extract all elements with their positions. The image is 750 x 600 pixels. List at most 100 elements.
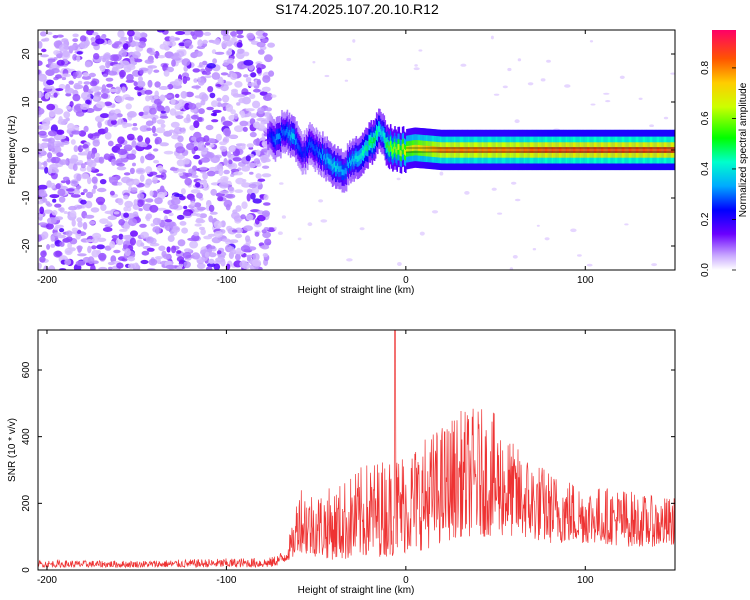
ridge-cell (470, 147, 473, 153)
noise-cell (235, 233, 242, 239)
noise-cell (174, 104, 184, 110)
noise-cell (228, 159, 233, 165)
noise-cell (231, 248, 237, 255)
noise-cell (517, 58, 522, 62)
noise-cell (264, 54, 273, 63)
x-tick-label: 100 (577, 575, 594, 586)
noise-cell (249, 171, 254, 175)
noise-cell (103, 153, 111, 160)
noise-cell (165, 264, 176, 270)
ridge-cell (662, 147, 664, 153)
noise-cell (100, 93, 109, 99)
noise-cell (65, 188, 75, 192)
ridge-cell (449, 147, 451, 153)
noise-cell (61, 76, 67, 81)
noise-cell (116, 113, 123, 118)
noise-cell (160, 123, 166, 128)
colorbar-label: Normalized spectral amplitude (738, 82, 749, 217)
ridge-cell (288, 129, 291, 136)
ridge-cell (272, 136, 275, 142)
ridge-cell (509, 147, 511, 153)
noise-cell (624, 223, 629, 226)
ridge-cell (524, 147, 527, 153)
noise-cell (104, 101, 113, 107)
noise-cell (123, 212, 129, 218)
noise-cell (249, 93, 256, 100)
noise-cell (178, 172, 184, 177)
noise-cell (229, 239, 239, 244)
ridge-cell (325, 158, 327, 165)
ridge-cell (458, 147, 461, 153)
noise-cell (239, 260, 248, 269)
ridge-cell (651, 147, 654, 153)
noise-cell (148, 258, 158, 266)
noise-cell (97, 121, 102, 129)
ridge-cell (380, 129, 382, 135)
ridge-cell (521, 147, 523, 153)
ridge-cell (409, 145, 411, 152)
noise-cell (142, 113, 149, 120)
noise-cell (77, 253, 87, 257)
noise-cell (68, 80, 74, 85)
noise-cell (175, 115, 184, 120)
ridge-cell (577, 147, 579, 153)
ridge-cell (621, 147, 623, 153)
snr-y-ticks: 0 200 400 600 (21, 361, 675, 573)
noise-cell (235, 253, 241, 261)
noise-cell (126, 206, 132, 212)
noise-cell (221, 40, 228, 49)
noise-cell (204, 151, 215, 159)
noise-cell (144, 59, 154, 64)
ridge-cell (273, 136, 276, 143)
noise-cell (460, 63, 467, 67)
ridge-cell (443, 147, 446, 153)
noise-cell (179, 195, 186, 201)
ridge-cell (356, 156, 359, 162)
noise-cell (108, 266, 113, 270)
noise-cell (255, 149, 261, 156)
noise-cell (121, 176, 131, 184)
noise-cell (136, 169, 144, 173)
noise-cell (65, 105, 72, 110)
noise-cell (132, 51, 141, 59)
ridge-cell (633, 147, 635, 153)
noise-cell (69, 101, 74, 108)
noise-cell (234, 81, 243, 88)
noise-cell (116, 181, 123, 186)
noise-cell (58, 159, 68, 165)
ridge-cell (668, 147, 671, 153)
ridge-cell (515, 147, 518, 153)
noise-cell (243, 59, 254, 66)
noise-cell (312, 61, 316, 64)
noise-cell (352, 39, 356, 43)
noise-cell (76, 173, 82, 182)
ridge-cell (667, 147, 670, 153)
noise-cell (194, 95, 202, 99)
ridge-cell (639, 147, 642, 153)
ridge-cell (554, 147, 557, 153)
noise-cell (198, 108, 205, 115)
noise-cell (252, 198, 262, 204)
noise-cell (59, 228, 65, 233)
ridge-cell (485, 147, 488, 153)
ridge-cell (609, 147, 612, 153)
noise-cell (190, 189, 201, 194)
ridge-cell (397, 144, 399, 150)
noise-cell (122, 234, 132, 240)
noise-cell (46, 244, 51, 250)
noise-cell (397, 262, 402, 266)
noise-cell (41, 231, 49, 240)
noise-cell (190, 31, 195, 36)
noise-cell (190, 212, 198, 216)
noise-cell (246, 214, 254, 221)
ridge-cell (605, 147, 607, 153)
noise-cell (54, 216, 64, 221)
colorbar-gradient (712, 30, 736, 270)
noise-cell (77, 80, 83, 85)
ridge-cell (640, 147, 643, 153)
ridge-cell (360, 152, 363, 159)
noise-cell (167, 235, 175, 242)
noise-cell (232, 93, 240, 98)
noise-cell (202, 60, 208, 66)
y-tick-label: 20 (21, 48, 32, 60)
